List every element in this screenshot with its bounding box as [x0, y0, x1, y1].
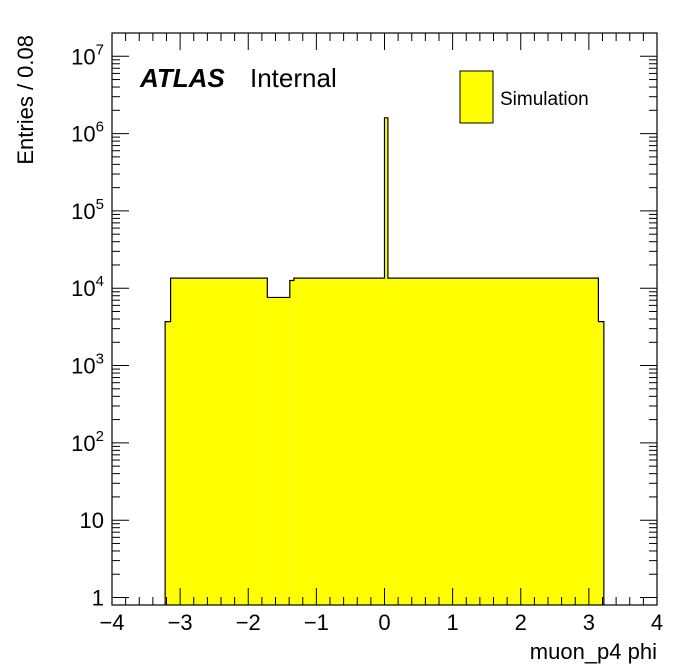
y-tick-label: 104: [71, 273, 104, 301]
y-tick-label: 102: [71, 428, 104, 456]
y-tick-base: 10: [71, 431, 95, 456]
internal-label: Internal: [250, 63, 337, 93]
y-axis-title: Entries / 0.08: [13, 35, 38, 165]
y-tick-exponent: 5: [96, 196, 104, 213]
y-tick-base: 10: [71, 354, 95, 379]
y-tick-base: 10: [71, 199, 95, 224]
histogram-outline: [164, 117, 605, 605]
y-tick-base: 10: [71, 122, 95, 147]
histogram-bar: [170, 278, 268, 605]
legend: Simulation: [459, 70, 589, 124]
x-tick-label: −2: [236, 610, 261, 635]
atlas-label: ATLAS: [139, 63, 225, 93]
histogram-bar: [165, 321, 171, 605]
axis-ticks: [111, 32, 658, 605]
x-tick-label: 4: [651, 610, 663, 635]
x-tick-label: 0: [378, 610, 390, 635]
y-tick-exponent: 6: [96, 119, 104, 136]
histogram-bar: [598, 321, 604, 605]
x-tick-label: 3: [583, 610, 595, 635]
y-tick-label: 1: [92, 586, 104, 611]
y-tick-base: 10: [71, 276, 95, 301]
x-tick-label: 1: [447, 610, 459, 635]
y-tick-label: 106: [71, 119, 104, 147]
x-axis-title: muon_p4 phi: [530, 639, 657, 664]
legend-label: Simulation: [500, 89, 589, 110]
x-tick-label: −1: [304, 610, 329, 635]
x-tick-label: −3: [168, 610, 193, 635]
x-tick-label: 2: [515, 610, 527, 635]
histogram-bar: [267, 297, 290, 605]
y-tick-label: 107: [71, 41, 104, 69]
histogram-bar: [293, 278, 385, 605]
legend-swatch: [459, 70, 494, 124]
histogram-bar: [387, 278, 599, 605]
y-tick-exponent: 7: [96, 41, 104, 58]
y-tick-label: 105: [71, 196, 104, 224]
y-tick-label: 103: [71, 351, 104, 379]
histogram-bars: [164, 117, 605, 605]
histogram-bar: [289, 280, 294, 605]
y-tick-exponent: 4: [96, 273, 104, 290]
y-tick-label: 10: [80, 508, 104, 533]
x-tick-label: −4: [99, 610, 124, 635]
histogram-bar: [384, 117, 388, 605]
y-tick-exponent: 3: [96, 351, 104, 368]
y-tick-base: 10: [71, 44, 95, 69]
y-tick-exponent: 2: [96, 428, 104, 445]
